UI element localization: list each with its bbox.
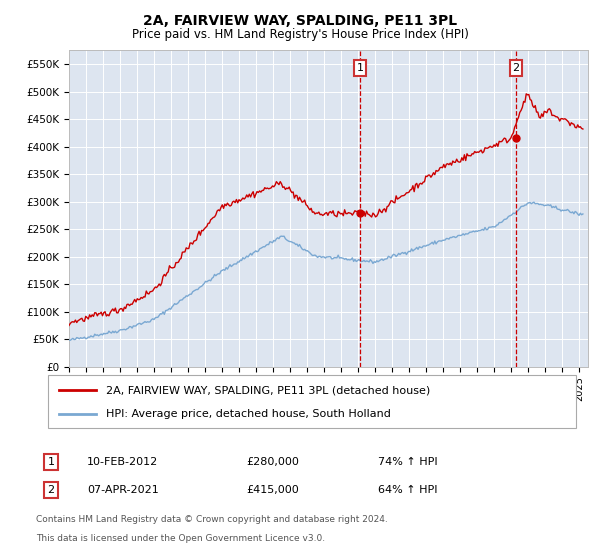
- Text: 10-FEB-2012: 10-FEB-2012: [87, 457, 158, 467]
- Text: Price paid vs. HM Land Registry's House Price Index (HPI): Price paid vs. HM Land Registry's House …: [131, 28, 469, 41]
- Text: 2: 2: [512, 63, 520, 73]
- Text: Contains HM Land Registry data © Crown copyright and database right 2024.: Contains HM Land Registry data © Crown c…: [36, 515, 388, 524]
- Text: £280,000: £280,000: [246, 457, 299, 467]
- Text: 2A, FAIRVIEW WAY, SPALDING, PE11 3PL: 2A, FAIRVIEW WAY, SPALDING, PE11 3PL: [143, 14, 457, 28]
- Text: This data is licensed under the Open Government Licence v3.0.: This data is licensed under the Open Gov…: [36, 534, 325, 543]
- Text: 2A, FAIRVIEW WAY, SPALDING, PE11 3PL (detached house): 2A, FAIRVIEW WAY, SPALDING, PE11 3PL (de…: [106, 385, 430, 395]
- Text: 64% ↑ HPI: 64% ↑ HPI: [378, 485, 437, 495]
- Text: 74% ↑ HPI: 74% ↑ HPI: [378, 457, 437, 467]
- Text: HPI: Average price, detached house, South Holland: HPI: Average price, detached house, Sout…: [106, 408, 391, 418]
- Text: 07-APR-2021: 07-APR-2021: [87, 485, 159, 495]
- FancyBboxPatch shape: [48, 375, 576, 428]
- Text: 1: 1: [356, 63, 364, 73]
- Text: 1: 1: [47, 457, 55, 467]
- Text: 2: 2: [47, 485, 55, 495]
- Text: £415,000: £415,000: [246, 485, 299, 495]
